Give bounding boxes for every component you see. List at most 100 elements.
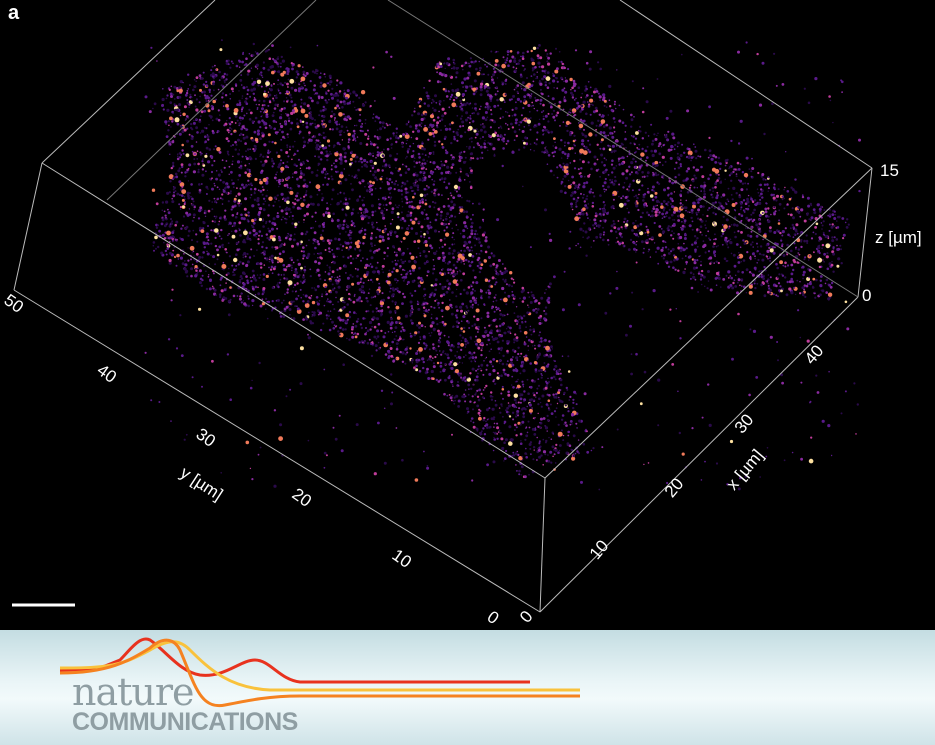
fluorescence-spot (516, 323, 518, 325)
fluorescence-spot (761, 254, 763, 256)
fluorescence-spot (521, 130, 525, 133)
fluorescence-spot (438, 230, 440, 233)
fluorescence-spot (351, 175, 354, 177)
fluorescence-spot (291, 222, 294, 225)
fluorescence-spot (550, 345, 553, 348)
fluorescence-spot (748, 168, 751, 171)
fluorescence-spot (313, 231, 317, 235)
fluorescence-spot (165, 97, 168, 100)
fluorescence-spot (546, 163, 549, 165)
fluorescence-spot (819, 210, 822, 213)
fluorescence-spot (474, 393, 477, 396)
fluorescence-spot (262, 290, 265, 294)
fluorescence-spot (273, 409, 277, 412)
fluorescence-spot (248, 108, 251, 111)
fluorescence-spot (466, 341, 470, 345)
fluorescence-spot (238, 221, 242, 225)
fluorescence-spot (823, 252, 826, 256)
fluorescence-spot (652, 207, 656, 211)
fluorescence-spot (440, 177, 444, 180)
fluorescence-spot (770, 213, 772, 216)
fluorescence-spot (503, 314, 506, 317)
fluorescence-spot (526, 77, 528, 79)
fluorescence-spot (379, 121, 382, 124)
fluorescence-spot (300, 269, 302, 272)
fluorescence-spot (754, 257, 756, 260)
fluorescence-spot (354, 160, 357, 163)
fluorescence-spot (297, 221, 300, 224)
fluorescence-spot (589, 219, 591, 221)
fluorescence-spot (504, 372, 507, 376)
fluorescence-spot (466, 412, 469, 414)
fluorescence-spot (302, 254, 306, 258)
fluorescence-spot (371, 310, 375, 313)
fluorescence-spot (259, 274, 262, 276)
fluorescence-spot (444, 217, 448, 221)
fluorescence-spot (519, 397, 523, 401)
fluorescence-spot (729, 241, 733, 245)
fluorescence-spot (537, 57, 540, 60)
fluorescence-spot (187, 196, 190, 200)
fluorescence-spot (680, 226, 682, 229)
fluorescence-spot (472, 146, 475, 149)
fluorescence-spot (511, 384, 513, 386)
fluorescence-spot (239, 295, 242, 298)
fluorescence-spot (423, 174, 425, 177)
fluorescence-spot (261, 298, 264, 301)
fluorescence-spot (781, 234, 784, 237)
fluorescence-spot (280, 170, 283, 173)
fluorescence-spot (518, 324, 522, 328)
fluorescence-spot (472, 384, 475, 386)
fluorescence-spot (217, 223, 220, 226)
fluorescence-spot (519, 355, 521, 358)
fluorescence-spot (294, 88, 298, 92)
fluorescence-spot (187, 259, 190, 262)
fluorescence-spot (800, 457, 803, 461)
fluorescence-spot (256, 68, 259, 70)
fluorescence-spot (551, 348, 553, 350)
fluorescence-spot (523, 398, 527, 402)
fluorescence-spot (752, 211, 755, 215)
fluorescence-spot (808, 458, 814, 464)
fluorescence-spot (597, 119, 600, 123)
fluorescence-spot (756, 262, 758, 264)
fluorescence-spot (767, 187, 770, 190)
fluorescence-spot (268, 93, 272, 97)
fluorescence-spot (624, 131, 627, 133)
fluorescence-spot (467, 410, 470, 413)
fluorescence-spot (359, 142, 363, 145)
fluorescence-spot (692, 273, 695, 276)
fluorescence-spot (389, 198, 392, 200)
fluorescence-spot (221, 203, 224, 205)
fluorescence-spot (306, 300, 310, 303)
fluorescence-spot (325, 454, 328, 457)
fluorescence-spot (436, 71, 438, 74)
fluorescence-spot (401, 351, 405, 355)
fluorescence-spot (580, 96, 583, 99)
fluorescence-spot (232, 144, 234, 146)
fluorescence-spot (577, 168, 580, 171)
fluorescence-spot (393, 230, 397, 234)
fluorescence-spot (547, 154, 551, 157)
fluorescence-spot (483, 130, 487, 134)
fluorescence-spot (197, 170, 200, 174)
fluorescence-spot (462, 288, 466, 292)
fluorescence-spot (323, 304, 326, 307)
fluorescence-spot (683, 221, 686, 224)
fluorescence-spot (511, 375, 514, 378)
fluorescence-spot (461, 395, 464, 398)
fluorescence-spot (358, 119, 362, 123)
fluorescence-spot (496, 376, 500, 380)
fluorescence-spot (371, 210, 375, 214)
fluorescence-spot (371, 225, 375, 229)
fluorescence-spot (645, 159, 647, 162)
fluorescence-spot (394, 204, 397, 206)
fluorescence-spot (355, 423, 359, 427)
fluorescence-spot (239, 279, 242, 281)
fluorescence-spot (201, 129, 205, 133)
fluorescence-spot (554, 69, 559, 74)
fluorescence-spot (726, 198, 729, 201)
fluorescence-spot (463, 356, 465, 358)
fluorescence-spot (389, 192, 392, 195)
fluorescence-spot (643, 205, 646, 208)
